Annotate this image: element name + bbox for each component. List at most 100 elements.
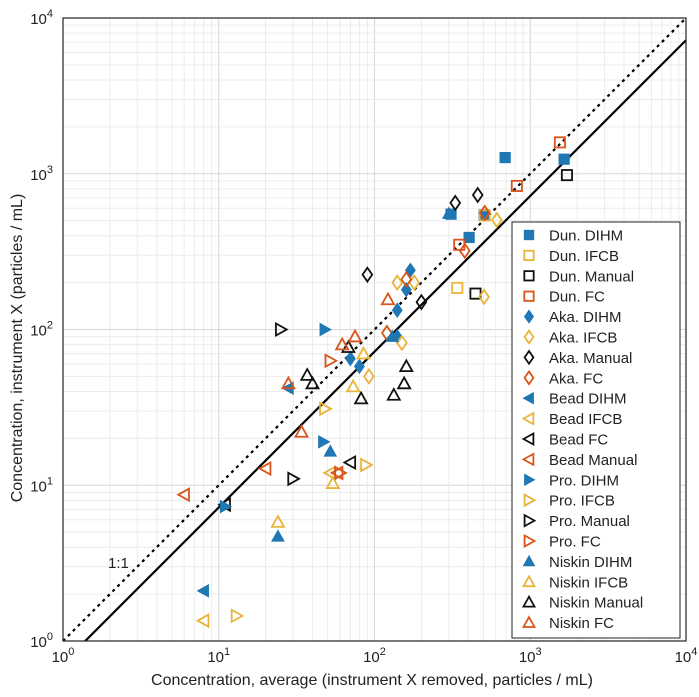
point-niskin-manual [304, 375, 321, 390]
legend-box [511, 221, 681, 639]
legend-label-bead-ifcb: Bead IFCB [549, 411, 622, 428]
point-aka-dihm [400, 281, 412, 298]
point-pro-dihm [219, 499, 233, 514]
plot-frame [62, 17, 687, 642]
legend-label-bead-manual: Bead Manual [549, 452, 637, 469]
legend-marker-pro-fc [523, 533, 537, 549]
legend-label-aka-fc: Aka. FC [549, 370, 603, 387]
point-aka-ifcb [362, 367, 375, 385]
y-tick-label: 104 [30, 8, 53, 28]
point-aka-ifcb [396, 334, 408, 352]
point-pro-ifcb [360, 457, 374, 473]
legend-marker-aka-ifcb [523, 329, 535, 345]
point-niskin-manual [353, 390, 369, 405]
legend-marker-bead-dihm [522, 391, 534, 405]
point-aka-dihm [353, 358, 365, 375]
legend-label-niskin-fc: Niskin FC [549, 615, 614, 632]
point-aka-manual [471, 186, 484, 204]
point-niskin-manual [299, 367, 315, 381]
point-aka-dihm [391, 302, 403, 318]
legend-marker-dun-manual [523, 270, 535, 282]
legend-marker-niskin-ifcb [521, 574, 537, 588]
x-tick-label: 100 [52, 646, 75, 666]
legend-label-dun-manual: Dun. Manual [549, 268, 634, 285]
legend-label-aka-dihm: Aka. DIHM [549, 309, 622, 326]
point-aka-manual [361, 266, 374, 284]
point-bead-manual [176, 487, 190, 503]
y-axis-title: Concentration, instrument X (particles /… [9, 194, 26, 503]
point-dun-fc [553, 136, 566, 149]
legend-marker-pro-dihm [524, 473, 536, 487]
plot-border [62, 17, 687, 642]
legend-label-aka-ifcb: Aka. IFCB [549, 330, 617, 347]
point-niskin-ifcb [325, 475, 341, 489]
point-aka-ifcb [490, 211, 503, 229]
point-niskin-fc [293, 424, 310, 438]
point-niskin-dihm [441, 206, 456, 219]
legend-label-aka-manual: Aka. Manual [549, 350, 632, 367]
point-pro-ifcb [319, 401, 333, 417]
point-niskin-ifcb [270, 514, 286, 528]
legend-marker-pro-manual [523, 513, 537, 528]
point-niskin-dihm [271, 529, 285, 542]
point-aka-dihm [344, 350, 356, 367]
point-aka-ifcb [391, 274, 404, 292]
point-aka-manual [449, 194, 462, 212]
point-niskin-ifcb [345, 378, 361, 393]
legend-label-niskin-ifcb: Niskin IFCB [549, 574, 628, 591]
point-niskin-manual [398, 358, 414, 373]
legend-marker-aka-dihm [523, 309, 535, 324]
point-pro-dihm [319, 322, 332, 337]
point-niskin-manual [386, 387, 402, 401]
legend-label-pro-dihm: Pro. DIHM [549, 472, 619, 489]
legend-marker-dun-dihm [523, 229, 535, 241]
point-bead-manual [257, 461, 272, 477]
legend-label-niskin-manual: Niskin Manual [549, 595, 643, 612]
y-tick-label: 100 [30, 631, 53, 651]
legend-label-bead-fc: Bead FC [549, 432, 608, 449]
x-tick-label: 102 [363, 646, 386, 666]
point-pro-dihm [318, 434, 331, 449]
reference-lines [63, 18, 686, 641]
point-aka-fc [400, 270, 413, 288]
point-pro-fc [324, 353, 339, 369]
point-niskin-dihm [385, 329, 400, 342]
legend-marker-aka-manual [523, 349, 535, 366]
point-niskin-fc [334, 336, 350, 351]
legend-label-pro-fc: Pro. FC [549, 534, 601, 551]
legend-marker-bead-fc [521, 431, 535, 447]
fit-line [83, 39, 686, 641]
legend-marker-dun-ifcb [523, 249, 535, 261]
point-bead-manual [329, 465, 344, 481]
legend-label-dun-ifcb: Dun. IFCB [549, 248, 619, 265]
x-tick-label: 103 [519, 646, 542, 666]
y-tick-label: 102 [30, 320, 53, 340]
point-niskin-dihm [323, 444, 338, 457]
y-tick-label: 103 [30, 164, 53, 184]
legend-label-bead-dihm: Bead DIHM [549, 391, 627, 408]
legend-marker-bead-manual [521, 452, 535, 467]
legend-label-dun-fc: Dun. FC [549, 289, 605, 306]
y-tick-label: 101 [30, 475, 53, 495]
legend-label-dun-dihm: Dun. DIHM [549, 228, 623, 245]
legend-label-pro-ifcb: Pro. IFCB [549, 493, 615, 510]
point-pro-fc [334, 465, 348, 481]
legend-marker-aka-fc [523, 369, 535, 386]
legend-marker-niskin-fc [521, 615, 537, 628]
x-axis-title: Concentration, average (instrument X rem… [151, 672, 593, 689]
point-dun-fc [510, 179, 523, 192]
point-dun-dihm [499, 151, 511, 164]
point-pro-manual [287, 471, 301, 487]
point-bead-dihm [196, 583, 209, 598]
x-tick-label: 104 [675, 646, 698, 666]
reference-line-label: 1:1 [108, 555, 129, 572]
point-niskin-fc [347, 328, 363, 343]
legend-marker-pro-ifcb [523, 493, 537, 508]
point-aka-fc [458, 242, 471, 260]
point-pro-ifcb [230, 608, 245, 624]
point-aka-fc [478, 204, 491, 222]
point-dun-dihm [463, 231, 475, 244]
data-points [176, 136, 573, 629]
